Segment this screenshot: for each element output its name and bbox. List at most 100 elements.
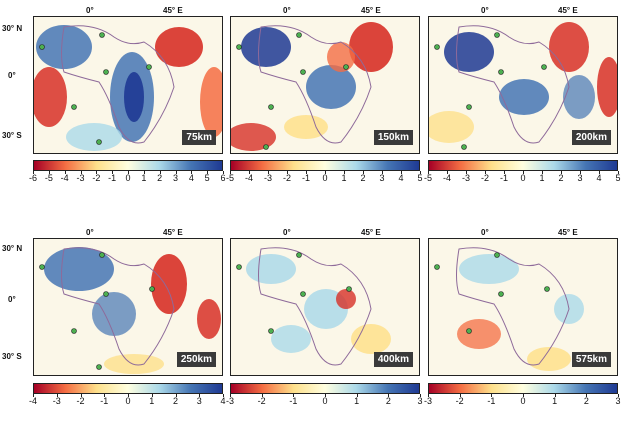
colorbar-tick-label: -3 — [225, 396, 235, 406]
colorbar-tick-label: -3 — [263, 173, 273, 183]
colorbar-tick-mark — [56, 394, 58, 397]
colorbar-tick-mark — [542, 171, 543, 174]
colorbar-tick-mark — [223, 171, 224, 174]
colorbar-tick-mark — [561, 171, 562, 174]
colorbar-tick-mark — [523, 394, 524, 397]
map-panel-250km: 250km — [33, 238, 223, 376]
colorbar-tick-label: 1 — [149, 396, 155, 406]
colorbar-tick-label: -3 — [423, 396, 433, 406]
colorbar-tick-label: 1 — [354, 396, 360, 406]
colorbar-tick-mark — [199, 394, 201, 397]
colorbar-tick-mark — [428, 171, 429, 174]
colorbar-tick-mark — [523, 171, 524, 174]
colorbar-tick-mark — [175, 171, 177, 174]
colorbar-tick-label: -3 — [76, 173, 85, 183]
colorbar-tick-mark — [249, 171, 250, 174]
depth-label: 400km — [373, 352, 413, 367]
lon-label-0: 0° — [283, 228, 291, 237]
colorbar-tick-label: -4 — [60, 173, 69, 183]
colorbar-tick-label: -5 — [423, 173, 433, 183]
colorbar-tick-label: 4 — [220, 396, 226, 406]
lat-label-30s: 30° S — [2, 352, 22, 361]
colorbar-tick-mark — [401, 171, 402, 174]
colorbar-200km — [428, 160, 618, 171]
lon-label-0: 0° — [283, 6, 291, 15]
colorbar-tick-mark — [293, 394, 295, 397]
lon-label-45e: 45° E — [558, 228, 578, 237]
colorbar-tick-mark — [491, 394, 493, 397]
colorbar-tick-mark — [191, 171, 193, 174]
colorbar-tick-mark — [48, 171, 50, 174]
colorbar-tick-label: 5 — [204, 173, 210, 183]
colorbar-tick-label: 2 — [583, 396, 589, 406]
colorbar-tick-label: -2 — [257, 396, 266, 406]
colorbar-tick-mark — [586, 394, 588, 397]
colorbar-tick-label: 0 — [520, 173, 526, 183]
colorbar-tick-label: 4 — [188, 173, 194, 183]
colorbar-tick-mark — [159, 171, 161, 174]
lat-label-0: 0° — [8, 71, 16, 80]
colorbar-150km — [230, 160, 420, 171]
velocity-anomaly-map — [231, 239, 419, 375]
colorbar-tick-label: 3 — [379, 173, 385, 183]
colorbar-tick-mark — [504, 171, 505, 174]
colorbar-tick-mark — [459, 394, 461, 397]
map-panel-75km: 75km — [33, 16, 223, 154]
colorbar-tick-mark — [325, 171, 326, 174]
depth-label: 75km — [182, 130, 216, 145]
lat-label-30n: 30° N — [2, 24, 23, 33]
colorbar-tick-label: 3 — [196, 396, 202, 406]
depth-label: 200km — [571, 130, 611, 145]
colorbar-tick-label: 6 — [220, 173, 226, 183]
colorbar-tick-mark — [580, 171, 581, 174]
colorbar-tick-mark — [64, 171, 66, 174]
colorbar-tick-mark — [325, 394, 326, 397]
colorbar-tick-mark — [33, 394, 34, 397]
lat-label-30n: 30° N — [2, 244, 23, 253]
colorbar-tick-label: 3 — [417, 396, 423, 406]
lon-label-0: 0° — [481, 228, 489, 237]
map-panel-200km: 200km — [428, 16, 618, 154]
colorbar-tick-mark — [618, 171, 619, 174]
colorbar-575km — [428, 383, 618, 394]
colorbar-tick-label: -1 — [301, 173, 311, 183]
colorbar-tick-label: -4 — [28, 396, 38, 406]
colorbar-tick-mark — [306, 171, 307, 174]
colorbar-tick-label: -3 — [461, 173, 471, 183]
colorbar-tick-label: 3 — [172, 173, 179, 183]
lon-label-45e: 45° E — [558, 6, 578, 15]
colorbar-tick-mark — [618, 394, 619, 397]
colorbar-tick-mark — [143, 171, 145, 174]
colorbar-tick-label: 4 — [596, 173, 602, 183]
colorbar-tick-label: 0 — [322, 173, 328, 183]
map-panel-575km: 575km — [428, 238, 618, 376]
colorbar-tick-label: -1 — [499, 173, 509, 183]
colorbar-tick-mark — [128, 171, 129, 174]
depth-label: 575km — [571, 352, 611, 367]
colorbar-tick-label: 1 — [552, 396, 558, 406]
colorbar-tick-label: -4 — [244, 173, 254, 183]
colorbar-tick-mark — [363, 171, 364, 174]
lat-label-30s: 30° S — [2, 131, 22, 140]
colorbar-tick-mark — [223, 394, 224, 397]
colorbar-tick-mark — [261, 394, 263, 397]
colorbar-tick-mark — [80, 171, 82, 174]
colorbar-250km — [33, 383, 223, 394]
colorbar-tick-label: 3 — [577, 173, 583, 183]
colorbar-tick-label: 2 — [172, 396, 179, 406]
colorbar-tick-label: 2 — [157, 173, 163, 183]
colorbar-tick-mark — [554, 394, 556, 397]
colorbar-tick-label: -5 — [44, 173, 53, 183]
colorbar-tick-mark — [207, 171, 209, 174]
colorbar-tick-mark — [151, 394, 153, 397]
lon-label-45e: 45° E — [361, 6, 381, 15]
colorbar-tick-label: -3 — [52, 396, 61, 406]
colorbar-tick-mark — [428, 394, 429, 397]
colorbar-tick-label: -1 — [108, 173, 117, 183]
colorbar-tick-mark — [447, 171, 448, 174]
lon-label-0: 0° — [86, 6, 94, 15]
lon-label-0: 0° — [481, 6, 489, 15]
colorbar-tick-label: 1 — [141, 173, 147, 183]
colorbar-tick-label: -2 — [92, 173, 101, 183]
colorbar-tick-mark — [80, 394, 82, 397]
